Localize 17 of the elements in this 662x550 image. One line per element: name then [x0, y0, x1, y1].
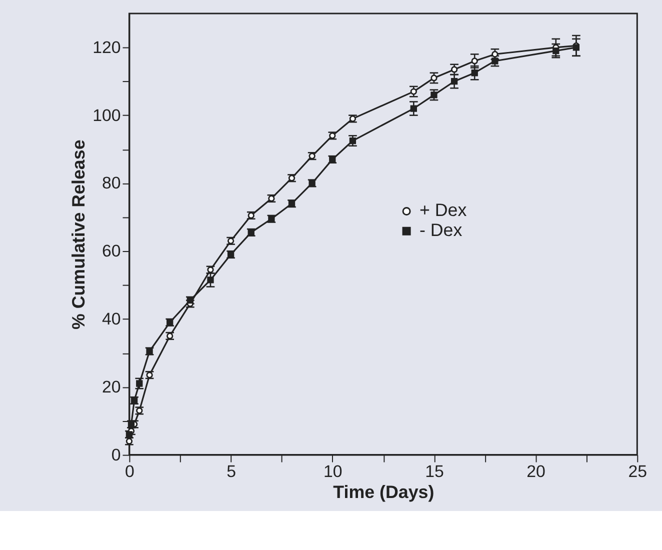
y-tick-label: 20: [102, 377, 121, 396]
y-tick-label: 100: [92, 106, 121, 125]
x-tick-label: 10: [324, 462, 342, 482]
y-axis-title: % Cumulative Release: [68, 140, 89, 330]
legend-label: + Dex: [419, 200, 467, 220]
x-tick-label: 15: [425, 462, 444, 482]
y-tick-label: 0: [111, 445, 121, 464]
y-tick-label: 120: [92, 38, 121, 57]
x-tick-label: 5: [226, 462, 236, 482]
y-tick-label: 60: [102, 242, 121, 261]
y-tick-label: 40: [102, 309, 121, 328]
x-tick-label: 25: [628, 462, 648, 482]
x-tick-label: 20: [526, 462, 546, 482]
x-tick-label: 0: [125, 462, 134, 482]
x-axis-title: Time (Days): [333, 482, 434, 502]
legend-label: - Dex: [419, 220, 462, 240]
y-tick-label: 80: [102, 174, 121, 193]
